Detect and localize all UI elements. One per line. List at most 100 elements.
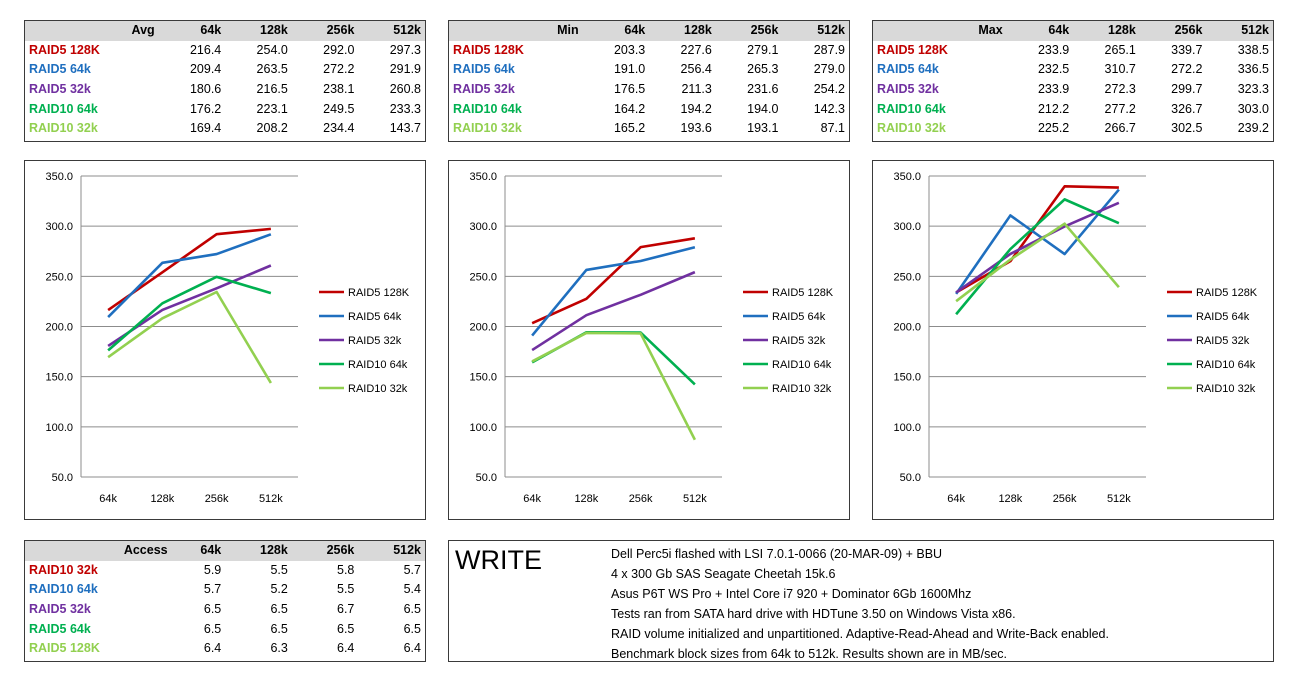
row-label: RAID10 64k [877,101,946,116]
legend-label: RAID10 64k [772,359,832,371]
table-row: RAID10 32k 5.9 5.5 5.8 5.7 [25,561,425,581]
min-table-panel: Min 64k 128k 256k 512k RAID5 128K 203.3 227.6 27… [448,20,850,142]
series-line [531,331,697,441]
table-cell: 193.1 [747,121,779,136]
row-label: RAID10 64k [453,101,522,116]
table-cell: 287.9 [813,42,845,57]
table-cell: 223.1 [256,101,288,116]
column-header: 512k [358,541,425,561]
y-tick-label: 200.0 [45,322,73,334]
x-tick-label: 128k [574,493,598,505]
table-row: RAID5 32k 6.5 6.5 6.7 6.5 [25,600,425,620]
row-label: RAID5 32k [29,82,91,97]
column-header: 512k [782,21,849,41]
table-row: RAID10 64k 5.7 5.2 5.5 5.4 [25,580,425,600]
min-chart-panel: 50.0 100.0 150.0 200.0 250.0 300.0 350.0 64k 128… [448,160,850,520]
table-cell: 5.8 [337,562,355,577]
table-cell: 272.2 [323,62,355,77]
row-label: RAID10 32k [29,562,98,577]
table-row: RAID5 128K 6.4 6.3 6.4 6.4 [25,639,425,659]
y-tick-label: 250.0 [45,271,73,283]
table-row: RAID5 64k 191.0 256.4 265.3 279.0 [449,60,849,80]
y-tick-label: 100.0 [469,422,497,434]
table-cell: 216.4 [189,42,222,57]
table-cell: 303.0 [1237,101,1269,116]
table-cell: 194.0 [747,101,779,116]
table-header-row: Max 64k 128k 256k 512k [873,21,1273,41]
y-tick-label: 50.0 [476,472,497,484]
y-tick-label: 100.0 [45,422,73,434]
table-cell: 6.7 [337,602,355,617]
table-cell: 323.3 [1237,82,1269,97]
table-cell: 5.9 [203,562,222,577]
table-cell: 232.5 [1037,62,1070,77]
series-line [107,290,272,384]
series-line [955,222,1120,303]
column-header: 256k [1139,21,1207,41]
table-cell: 299.7 [1171,82,1203,97]
table-row: RAID5 64k 232.5 310.7 272.2 336.5 [873,60,1273,80]
x-tick-label: 64k [523,493,541,505]
table-cell: 6.5 [403,621,421,636]
table-row: RAID10 32k 169.4 208.2 234.4 143.7 [25,119,425,139]
table-cell: 310.7 [1104,62,1136,77]
x-tick-label: 256k [205,493,229,505]
y-tick-label: 300.0 [45,221,73,233]
column-header: 64k [171,541,226,561]
table-cell: 227.6 [680,42,712,57]
legend-label: RAID10 32k [348,383,408,395]
column-header: 256k [291,541,359,561]
table-title: Access [25,541,172,561]
min-table: Min 64k 128k 256k 512k RAID5 128K 203.3 227.6 27… [449,21,849,139]
note-line: Tests ran from SATA hard drive with HDTu… [611,607,1016,621]
table-cell: 143.7 [389,121,421,136]
table-cell: 194.2 [680,101,712,116]
x-tick-label: 256k [629,493,653,505]
table-cell: 6.4 [337,641,355,656]
y-tick-label: 200.0 [893,322,921,334]
y-tick-label: 250.0 [893,271,921,283]
table-cell: 292.0 [323,42,355,57]
table-cell: 193.6 [680,121,712,136]
table-cell: 5.5 [337,582,355,597]
table-row: RAID10 64k 176.2 223.1 249.5 233.3 [25,99,425,119]
table-cell: 176.5 [613,82,646,97]
table-row: RAID5 32k 233.9 272.3 299.7 323.3 [873,80,1273,100]
table-cell: 249.5 [323,101,355,116]
access-table: Access 64k 128k 256k 512k RAID10 32k 5.9 5.5 5.8… [25,541,425,659]
table-row: RAID10 64k 212.2 277.2 326.7 303.0 [873,99,1273,119]
write-title: WRITE [455,545,542,575]
row-label: RAID5 128K [453,42,524,57]
table-cell: 256.4 [680,62,712,77]
column-header: 512k [1206,21,1273,41]
row-label: RAID5 64k [29,621,91,636]
y-tick-label: 50.0 [52,472,73,484]
legend-label: RAID5 32k [1196,335,1250,347]
table-cell: 277.2 [1104,101,1136,116]
table-row: RAID5 64k 209.4 263.5 272.2 291.9 [25,60,425,80]
table-cell: 339.7 [1171,42,1203,57]
access-table-panel: Access 64k 128k 256k 512k RAID10 32k 5.9 5.5 5.8… [24,540,426,662]
table-cell: 5.2 [270,582,288,597]
table-cell: 6.5 [270,621,288,636]
legend-label: RAID5 64k [772,311,826,323]
table-cell: 6.5 [403,602,421,617]
column-header: 256k [715,21,783,41]
table-cell: 6.5 [337,621,355,636]
column-header: 64k [1006,21,1074,41]
column-header: 128k [1073,21,1140,41]
row-label: RAID10 64k [29,582,98,597]
table-cell: 6.3 [270,641,288,656]
table-cell: 239.2 [1237,121,1269,136]
table-cell: 5.7 [203,582,222,597]
y-tick-label: 100.0 [893,422,921,434]
x-tick-label: 512k [683,493,707,505]
table-row: RAID5 128K 233.9 265.1 339.7 338.5 [873,41,1273,61]
table-row: RAID5 64k 6.5 6.5 6.5 6.5 [25,619,425,639]
table-cell: 265.1 [1104,42,1136,57]
table-cell: 87.1 [820,121,845,136]
table-cell: 231.6 [747,82,779,97]
table-cell: 338.5 [1237,42,1269,57]
note-line: RAID volume initialized and unpartitione… [611,627,1109,641]
x-tick-label: 64k [99,493,117,505]
